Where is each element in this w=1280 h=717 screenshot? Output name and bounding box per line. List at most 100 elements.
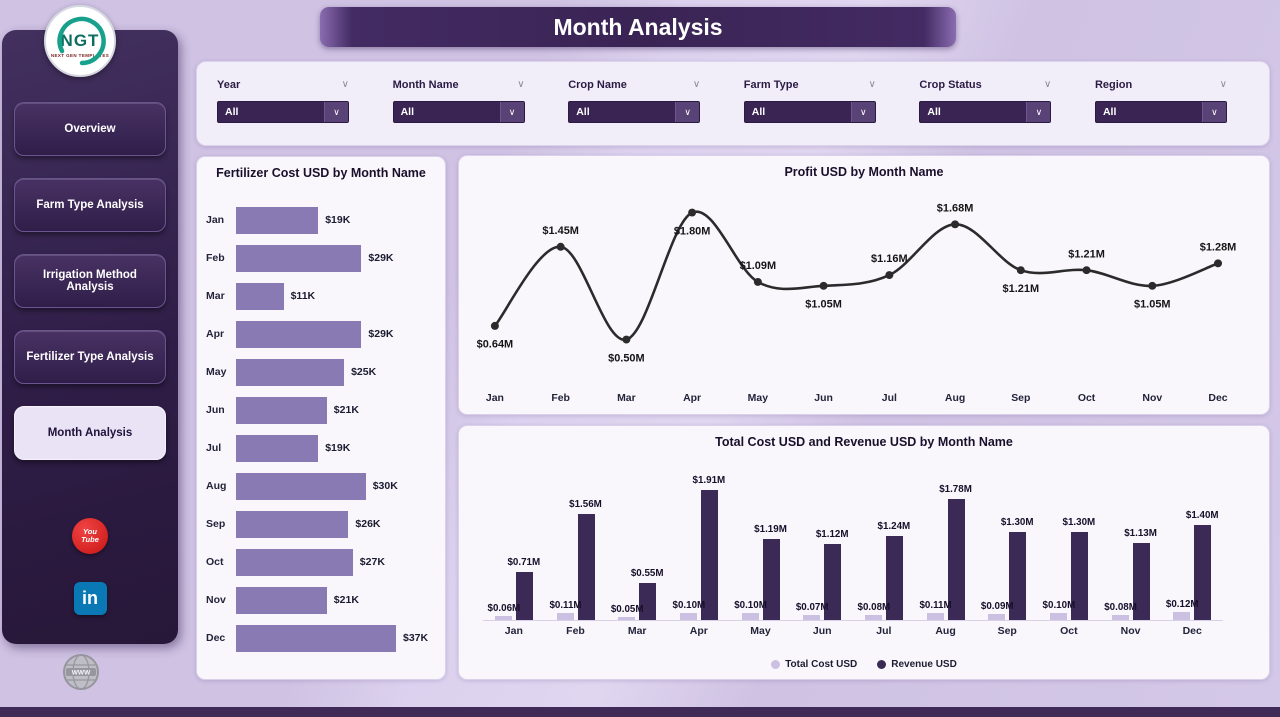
- filter-select-region[interactable]: All ∨: [1094, 101, 1227, 123]
- fertilizer-bar[interactable]: [236, 244, 362, 272]
- bar-row: Oct $27K: [206, 543, 439, 581]
- total-cost-bar[interactable]: [741, 613, 759, 620]
- revenue-bar[interactable]: [1194, 524, 1212, 620]
- bar-value-label: $27K: [359, 556, 385, 568]
- sidebar-item-farm-type-analysis[interactable]: Farm Type Analysis: [14, 178, 166, 232]
- x-axis-label: Mar: [627, 625, 647, 637]
- youtube-text-you: You: [83, 527, 97, 536]
- sidebar-item-fertilizer-type-analysis[interactable]: Fertilizer Type Analysis: [14, 330, 166, 384]
- page-title-banner: Month Analysis: [320, 7, 956, 47]
- total-cost-bar[interactable]: [679, 613, 697, 620]
- sidebar-item-month-analysis[interactable]: Month Analysis: [14, 406, 166, 460]
- chevron-down-icon[interactable]: ∨: [1219, 79, 1227, 90]
- point-data-label: $0.64M: [477, 339, 514, 351]
- fertilizer-bar[interactable]: [236, 472, 366, 500]
- filter-select-year[interactable]: All ∨: [217, 101, 349, 123]
- total-cost-bar[interactable]: [926, 612, 944, 620]
- line-point[interactable]: [490, 321, 499, 330]
- total-cost-label: $0.11M: [919, 599, 952, 611]
- filter-select-crop-name[interactable]: All ∨: [568, 101, 701, 123]
- total-cost-label: $0.10M: [1042, 600, 1076, 612]
- revenue-bar[interactable]: [1132, 543, 1150, 620]
- line-point[interactable]: [622, 335, 631, 344]
- revenue-bar[interactable]: [885, 535, 903, 620]
- revenue-bar[interactable]: [700, 490, 718, 620]
- line-point[interactable]: [753, 277, 762, 286]
- fertilizer-bar[interactable]: [236, 434, 319, 462]
- filter-select-farm-type[interactable]: All ∨: [743, 101, 876, 123]
- sidebar-item-overview[interactable]: Overview: [14, 102, 166, 156]
- revenue-bar[interactable]: [762, 539, 780, 620]
- revenue-bar[interactable]: [1070, 531, 1088, 620]
- filter-header: Crop Status ∨: [919, 77, 1051, 93]
- total-cost-bar[interactable]: [864, 614, 882, 620]
- revenue-bar[interactable]: [577, 513, 595, 620]
- chevron-down-icon[interactable]: ∨: [517, 79, 525, 90]
- total-cost-bar[interactable]: [988, 613, 1006, 620]
- logo-text: NGT: [60, 30, 100, 50]
- chevron-down-icon[interactable]: ∨: [1044, 79, 1052, 90]
- line-point[interactable]: [556, 242, 565, 251]
- fertilizer-bar[interactable]: [236, 624, 396, 652]
- chevron-down-icon[interactable]: ∨: [341, 79, 349, 90]
- column-group: $0.08M $1.24M Jul: [853, 462, 915, 637]
- fertilizer-bar[interactable]: [236, 320, 362, 348]
- youtube-icon[interactable]: You Tube: [72, 518, 108, 554]
- total-cost-bar[interactable]: [1111, 614, 1129, 620]
- line-point[interactable]: [1082, 266, 1091, 275]
- bottom-accent-strip: [0, 707, 1280, 717]
- globe-icon[interactable]: WWW: [62, 653, 100, 691]
- fertilizer-bar[interactable]: [236, 206, 319, 234]
- point-data-label: $0.50M: [608, 352, 645, 364]
- line-point[interactable]: [1214, 259, 1223, 268]
- sidebar-item-irrigation-method-analysis[interactable]: Irrigation Method Analysis: [14, 254, 166, 308]
- fertilizer-bar[interactable]: [236, 396, 327, 424]
- total-cost-bar[interactable]: [1173, 611, 1191, 620]
- chevron-down-icon[interactable]: ∨: [692, 79, 701, 90]
- revenue-bar[interactable]: [824, 543, 842, 620]
- fertilizer-bar[interactable]: [236, 510, 349, 538]
- x-axis-label: Jun: [812, 625, 832, 637]
- revenue-bar[interactable]: [639, 582, 657, 620]
- line-point[interactable]: [688, 208, 697, 217]
- revenue-label: $1.24M: [877, 520, 911, 532]
- svg-text:WWW: WWW: [72, 670, 91, 677]
- total-cost-bar[interactable]: [803, 615, 821, 620]
- line-point[interactable]: [819, 281, 828, 290]
- line-point[interactable]: [1148, 281, 1157, 290]
- y-axis-label: Jan: [206, 214, 225, 226]
- total-cost-label: $0.10M: [672, 600, 706, 612]
- fertilizer-bar[interactable]: [236, 358, 345, 386]
- line-point[interactable]: [1016, 266, 1025, 275]
- filter-value: All: [1102, 106, 1117, 118]
- bar-value-label: $19K: [325, 442, 351, 454]
- chevron-down-icon[interactable]: ∨: [868, 79, 876, 90]
- fertilizer-bar[interactable]: [236, 548, 353, 576]
- column-legend: Total Cost USD Revenue USD: [459, 659, 1269, 670]
- total-cost-bar[interactable]: [556, 612, 574, 620]
- revenue-bar[interactable]: [1009, 531, 1027, 620]
- chevron-down-icon: ∨: [675, 102, 700, 122]
- x-axis-label: Jan: [504, 625, 523, 637]
- line-point[interactable]: [885, 271, 894, 280]
- profit-chart-title: Profit USD by Month Name: [784, 165, 944, 179]
- chevron-down-icon: ∨: [1201, 102, 1226, 122]
- fertilizer-bar[interactable]: [236, 586, 327, 614]
- filter-select-month-name[interactable]: All ∨: [392, 101, 525, 123]
- y-axis-label: Dec: [206, 632, 226, 644]
- total-cost-bar[interactable]: [494, 615, 512, 620]
- total-cost-bar[interactable]: [618, 616, 636, 620]
- legend-label: Revenue USD: [891, 659, 957, 670]
- y-axis-label: Aug: [206, 480, 227, 492]
- revenue-bar[interactable]: [947, 498, 965, 620]
- revenue-bar[interactable]: [515, 571, 533, 620]
- column-group: $0.10M $1.91M Apr: [668, 462, 730, 637]
- total-cost-bar[interactable]: [1049, 613, 1067, 620]
- x-axis-label: Nov: [1120, 625, 1141, 637]
- revenue-label: $1.19M: [754, 524, 787, 536]
- line-point[interactable]: [951, 220, 960, 229]
- fertilizer-bar[interactable]: [236, 282, 284, 310]
- linkedin-icon[interactable]: in: [73, 582, 107, 615]
- filter-select-crop-status[interactable]: All ∨: [919, 101, 1052, 123]
- point-data-label: $1.68M: [937, 202, 974, 214]
